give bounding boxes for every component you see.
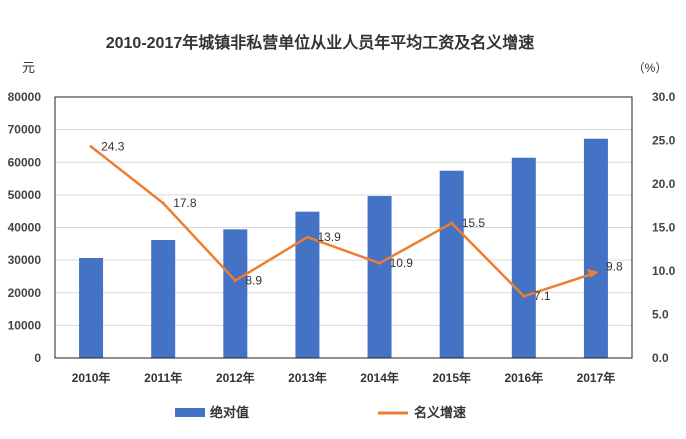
data-label: 17.8 xyxy=(173,196,197,210)
x-tick-label: 2015年 xyxy=(432,370,471,385)
bar xyxy=(511,157,536,358)
line-point xyxy=(450,221,454,225)
legend-label-bar: 绝对值 xyxy=(210,405,249,420)
left-tick-label: 60000 xyxy=(8,155,42,169)
right-tick-label: 0.0 xyxy=(652,351,669,365)
legend-label-line: 名义增速 xyxy=(414,405,466,420)
data-label: 8.9 xyxy=(245,274,262,288)
growth-line xyxy=(90,145,597,298)
left-tick-label: 20000 xyxy=(8,286,42,300)
bar xyxy=(583,138,608,358)
right-tick-label: 30.0 xyxy=(652,90,676,104)
legend-swatch-bar xyxy=(175,408,205,417)
bar xyxy=(79,258,104,358)
left-tick-label: 40000 xyxy=(8,221,42,235)
left-tick-label: 80000 xyxy=(8,90,42,104)
data-label: 10.9 xyxy=(390,256,414,270)
line-point xyxy=(89,145,93,149)
x-tick-label: 2012年 xyxy=(216,370,255,385)
legend: 绝对值 名义增速 xyxy=(175,405,466,420)
left-tick-label: 30000 xyxy=(8,253,42,267)
x-tick-label: 2014年 xyxy=(360,370,399,385)
right-tick-label: 5.0 xyxy=(652,308,669,322)
left-axis-unit: 元 xyxy=(22,60,35,75)
bar xyxy=(151,239,176,358)
data-label: 9.8 xyxy=(606,260,623,274)
x-tick-label: 2010年 xyxy=(72,370,111,385)
x-tick-label: 2016年 xyxy=(504,370,543,385)
line-point xyxy=(305,235,309,239)
x-tick-label: 2013年 xyxy=(288,370,327,385)
plot-frame xyxy=(54,96,633,359)
bar xyxy=(223,229,248,358)
bar xyxy=(367,196,392,358)
left-tick-label: 70000 xyxy=(8,123,42,137)
x-tick-label: 2011年 xyxy=(144,370,182,385)
right-tick-label: 25.0 xyxy=(652,134,676,148)
bar xyxy=(295,211,320,358)
data-label: 24.3 xyxy=(101,140,125,154)
right-tick-label: 20.0 xyxy=(652,177,676,191)
x-tick-label: 2017年 xyxy=(577,370,616,385)
bar xyxy=(439,170,464,358)
data-label: 15.5 xyxy=(462,216,486,230)
left-tick-label: 0 xyxy=(34,351,41,365)
line-point xyxy=(233,279,237,283)
line-point xyxy=(161,201,165,205)
line-point xyxy=(594,271,598,275)
line-point xyxy=(378,261,382,265)
left-tick-label: 10000 xyxy=(8,318,42,332)
data-label: 7.1 xyxy=(534,289,551,303)
chart-title: 2010-2017年城镇非私营单位从业人员年平均工资及名义增速 xyxy=(106,33,535,52)
line-end-arrow xyxy=(586,268,598,278)
line-point xyxy=(522,294,526,298)
right-tick-label: 15.0 xyxy=(652,221,676,235)
data-label: 13.9 xyxy=(317,230,341,244)
left-tick-label: 50000 xyxy=(8,188,42,202)
right-tick-label: 10.0 xyxy=(652,264,676,278)
right-axis-unit: （%） xyxy=(633,61,668,75)
